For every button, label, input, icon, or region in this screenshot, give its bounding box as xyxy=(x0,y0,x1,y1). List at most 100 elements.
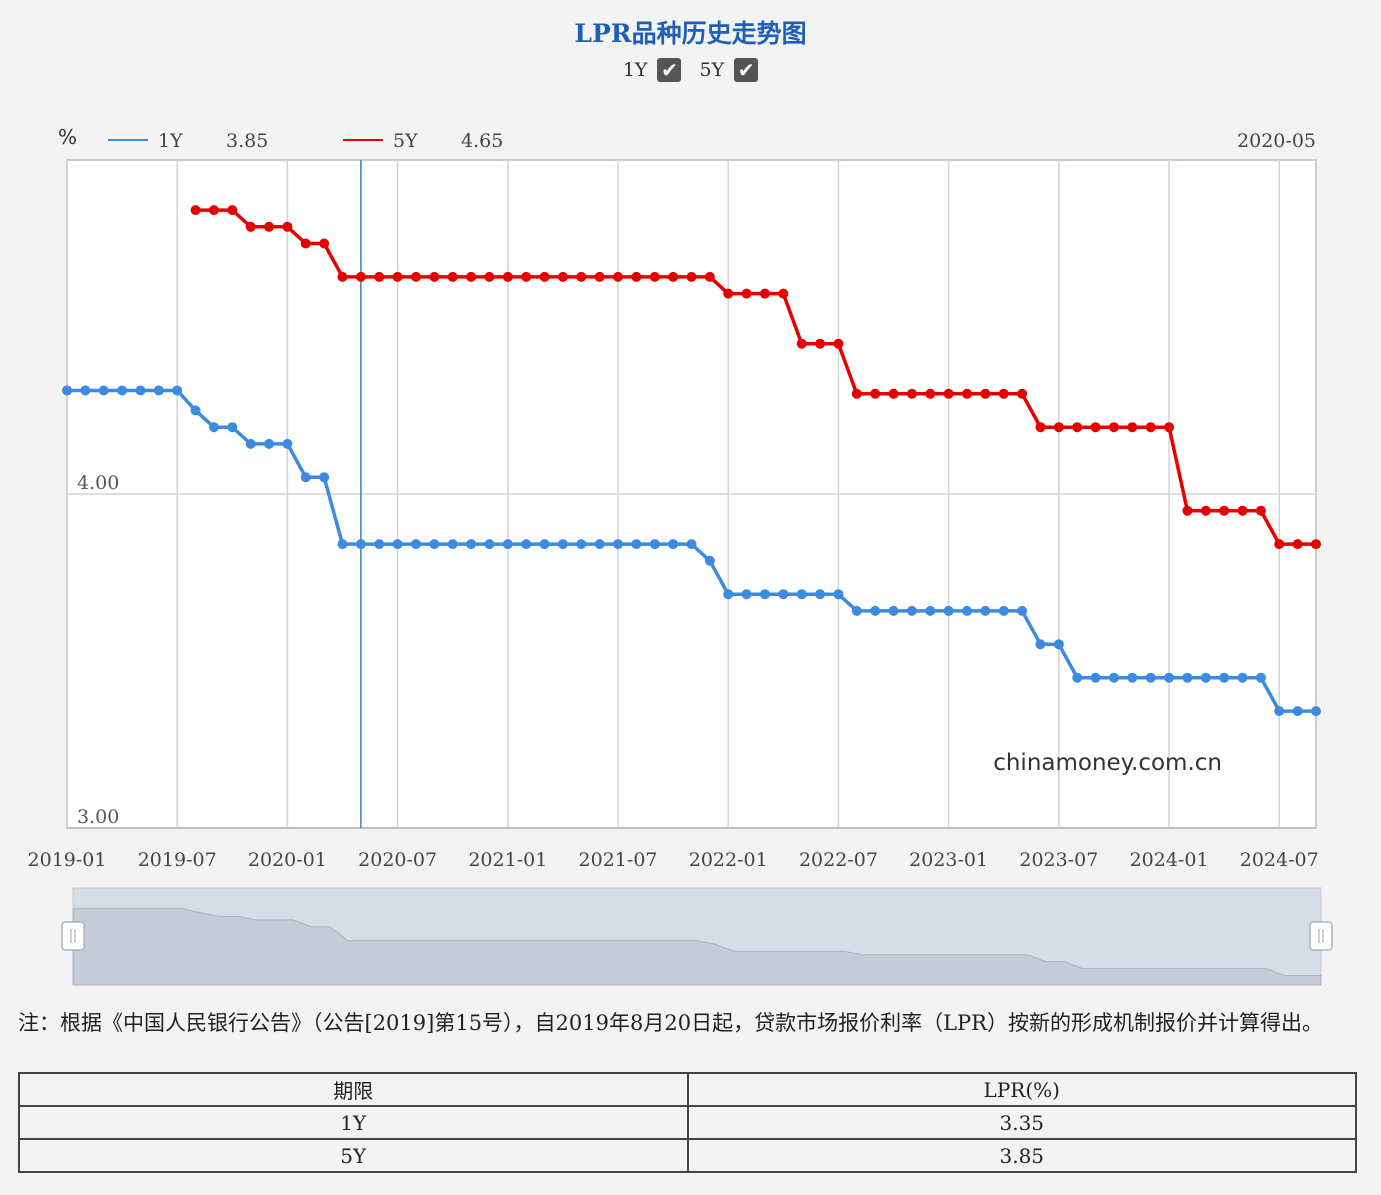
data-point-1y xyxy=(1311,706,1321,717)
data-point-5y xyxy=(998,388,1009,399)
data-point-1y xyxy=(392,539,403,550)
data-point-5y xyxy=(576,271,587,282)
data-point-1y xyxy=(502,539,513,550)
data-point-5y xyxy=(1274,539,1285,550)
data-point-5y xyxy=(319,238,330,249)
data-point-5y xyxy=(704,271,715,282)
zoom-handle[interactable] xyxy=(1309,921,1333,951)
data-point-1y xyxy=(410,539,421,550)
data-point-5y xyxy=(557,271,568,282)
data-point-1y xyxy=(1090,672,1101,683)
data-point-5y xyxy=(447,271,458,282)
toggle-1y-label: 1Y xyxy=(622,59,648,81)
data-point-1y xyxy=(1237,672,1248,683)
toggle-5y[interactable]: 5Y ✔ xyxy=(700,58,759,82)
data-point-1y xyxy=(245,438,256,449)
table-cell-term: 1Y xyxy=(18,1105,689,1140)
data-point-1y xyxy=(906,605,917,616)
data-point-5y xyxy=(300,238,311,249)
data-point-5y xyxy=(1127,422,1138,433)
data-point-5y xyxy=(741,288,752,299)
x-tick-label: 2023-01 xyxy=(909,849,988,871)
data-point-1y xyxy=(998,605,1009,616)
table-header-rate: LPR(%) xyxy=(686,1072,1357,1107)
data-point-1y xyxy=(1182,672,1193,683)
data-point-1y xyxy=(1292,706,1303,717)
data-point-5y xyxy=(227,205,238,216)
data-point-5y xyxy=(1200,505,1211,516)
toggle-1y[interactable]: 1Y ✔ xyxy=(623,58,682,82)
data-point-1y xyxy=(613,539,624,550)
data-point-5y xyxy=(282,221,293,232)
data-point-1y xyxy=(870,605,881,616)
data-point-5y xyxy=(190,205,201,216)
data-point-1y xyxy=(1017,605,1028,616)
data-point-1y xyxy=(796,589,807,600)
data-point-5y xyxy=(429,271,440,282)
watermark-text: chinamoney.com.cn xyxy=(993,750,1222,776)
checkbox-checked-icon[interactable]: ✔ xyxy=(657,58,682,82)
data-point-1y xyxy=(1255,672,1266,683)
lpr-line-chart[interactable]: 3.00 4.00 2019-01 2019-07 2020-01 2020-07 2021… xyxy=(0,110,1381,1000)
data-point-5y xyxy=(723,288,734,299)
data-point-1y xyxy=(778,589,789,600)
data-point-5y xyxy=(1053,422,1064,433)
data-point-5y xyxy=(778,288,789,299)
x-tick-label: 2024-07 xyxy=(1240,849,1319,871)
data-point-1y xyxy=(704,555,715,566)
data-point-1y xyxy=(833,589,844,600)
data-point-1y xyxy=(723,589,734,600)
x-tick-label: 2022-07 xyxy=(799,849,878,871)
data-point-5y xyxy=(264,221,275,232)
data-point-5y xyxy=(796,338,807,349)
data-point-5y xyxy=(1182,505,1193,516)
data-point-1y xyxy=(208,422,219,433)
chart-axes: 3.00 4.00 2019-01 2019-07 2020-01 2020-07 2021… xyxy=(28,160,1319,871)
data-point-1y xyxy=(374,539,385,550)
checkbox-checked-icon[interactable]: ✔ xyxy=(734,58,759,82)
data-point-5y xyxy=(962,388,973,399)
legend-crosshair-date: 2020-05 xyxy=(1237,130,1316,152)
zoom-handle[interactable] xyxy=(61,921,85,951)
data-point-5y xyxy=(1255,505,1266,516)
x-tick-label: 2024-01 xyxy=(1130,849,1209,871)
data-point-5y xyxy=(1311,539,1321,550)
data-point-5y xyxy=(208,205,219,216)
data-point-1y xyxy=(668,539,679,550)
data-point-5y xyxy=(1090,422,1101,433)
data-point-5y xyxy=(502,271,513,282)
data-point-5y xyxy=(410,271,421,282)
data-point-5y xyxy=(649,271,660,282)
data-point-1y xyxy=(1219,672,1230,683)
y-tick-label: 4.00 xyxy=(77,472,119,494)
data-point-5y xyxy=(539,271,550,282)
chart-grid xyxy=(66,159,1317,829)
data-point-1y xyxy=(1108,672,1119,683)
data-point-1y xyxy=(980,605,991,616)
x-tick-label: 2020-07 xyxy=(358,849,437,871)
data-point-1y xyxy=(337,539,348,550)
toggle-5y-label: 5Y xyxy=(699,59,725,81)
data-point-1y xyxy=(1274,706,1285,717)
data-point-1y xyxy=(80,385,91,396)
data-point-1y xyxy=(759,589,770,600)
data-point-5y xyxy=(686,271,697,282)
data-point-5y xyxy=(484,271,495,282)
legend-series-name: 5Y xyxy=(393,130,418,152)
data-point-5y xyxy=(1219,505,1230,516)
data-point-5y xyxy=(631,271,642,282)
data-point-1y xyxy=(190,405,201,416)
data-point-5y xyxy=(759,288,770,299)
data-point-1y xyxy=(557,539,568,550)
data-point-5y xyxy=(1292,539,1303,550)
data-zoom-slider[interactable] xyxy=(61,887,1333,986)
data-point-5y xyxy=(521,271,532,282)
data-point-1y xyxy=(300,472,311,483)
x-tick-label: 2022-01 xyxy=(689,849,768,871)
table-row: 5Y 3.85 xyxy=(18,1138,1357,1173)
data-point-5y xyxy=(594,271,605,282)
data-point-1y xyxy=(943,605,954,616)
data-point-1y xyxy=(117,385,128,396)
lpr-rate-table: 期限 LPR(%) 1Y 3.35 5Y 3.85 xyxy=(18,1072,1357,1173)
data-point-5y xyxy=(888,388,899,399)
